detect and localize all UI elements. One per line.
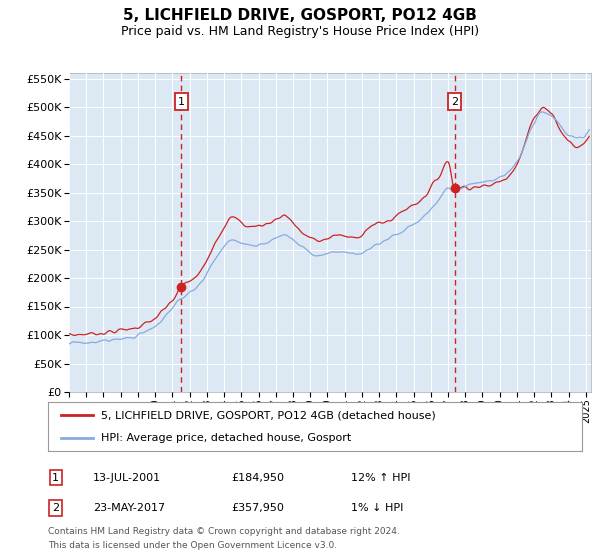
Text: HPI: Average price, detached house, Gosport: HPI: Average price, detached house, Gosp… <box>101 433 352 444</box>
Text: 5, LICHFIELD DRIVE, GOSPORT, PO12 4GB (detached house): 5, LICHFIELD DRIVE, GOSPORT, PO12 4GB (d… <box>101 410 436 421</box>
Text: £184,950: £184,950 <box>231 473 284 483</box>
Text: 1% ↓ HPI: 1% ↓ HPI <box>351 503 403 513</box>
Text: Contains HM Land Registry data © Crown copyright and database right 2024.: Contains HM Land Registry data © Crown c… <box>48 527 400 536</box>
Text: 1: 1 <box>52 473 59 483</box>
Text: 12% ↑ HPI: 12% ↑ HPI <box>351 473 410 483</box>
Text: 2: 2 <box>52 503 59 513</box>
Text: 5, LICHFIELD DRIVE, GOSPORT, PO12 4GB: 5, LICHFIELD DRIVE, GOSPORT, PO12 4GB <box>123 8 477 24</box>
Text: £357,950: £357,950 <box>231 503 284 513</box>
Text: 1: 1 <box>178 96 185 106</box>
Text: Price paid vs. HM Land Registry's House Price Index (HPI): Price paid vs. HM Land Registry's House … <box>121 25 479 38</box>
Text: This data is licensed under the Open Government Licence v3.0.: This data is licensed under the Open Gov… <box>48 541 337 550</box>
Text: 23-MAY-2017: 23-MAY-2017 <box>93 503 165 513</box>
Text: 13-JUL-2001: 13-JUL-2001 <box>93 473 161 483</box>
Text: 2: 2 <box>451 96 458 106</box>
